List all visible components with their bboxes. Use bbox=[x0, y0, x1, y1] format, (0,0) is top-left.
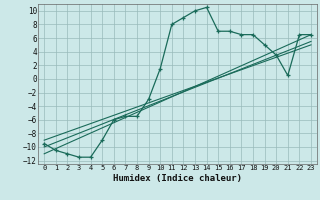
X-axis label: Humidex (Indice chaleur): Humidex (Indice chaleur) bbox=[113, 174, 242, 183]
